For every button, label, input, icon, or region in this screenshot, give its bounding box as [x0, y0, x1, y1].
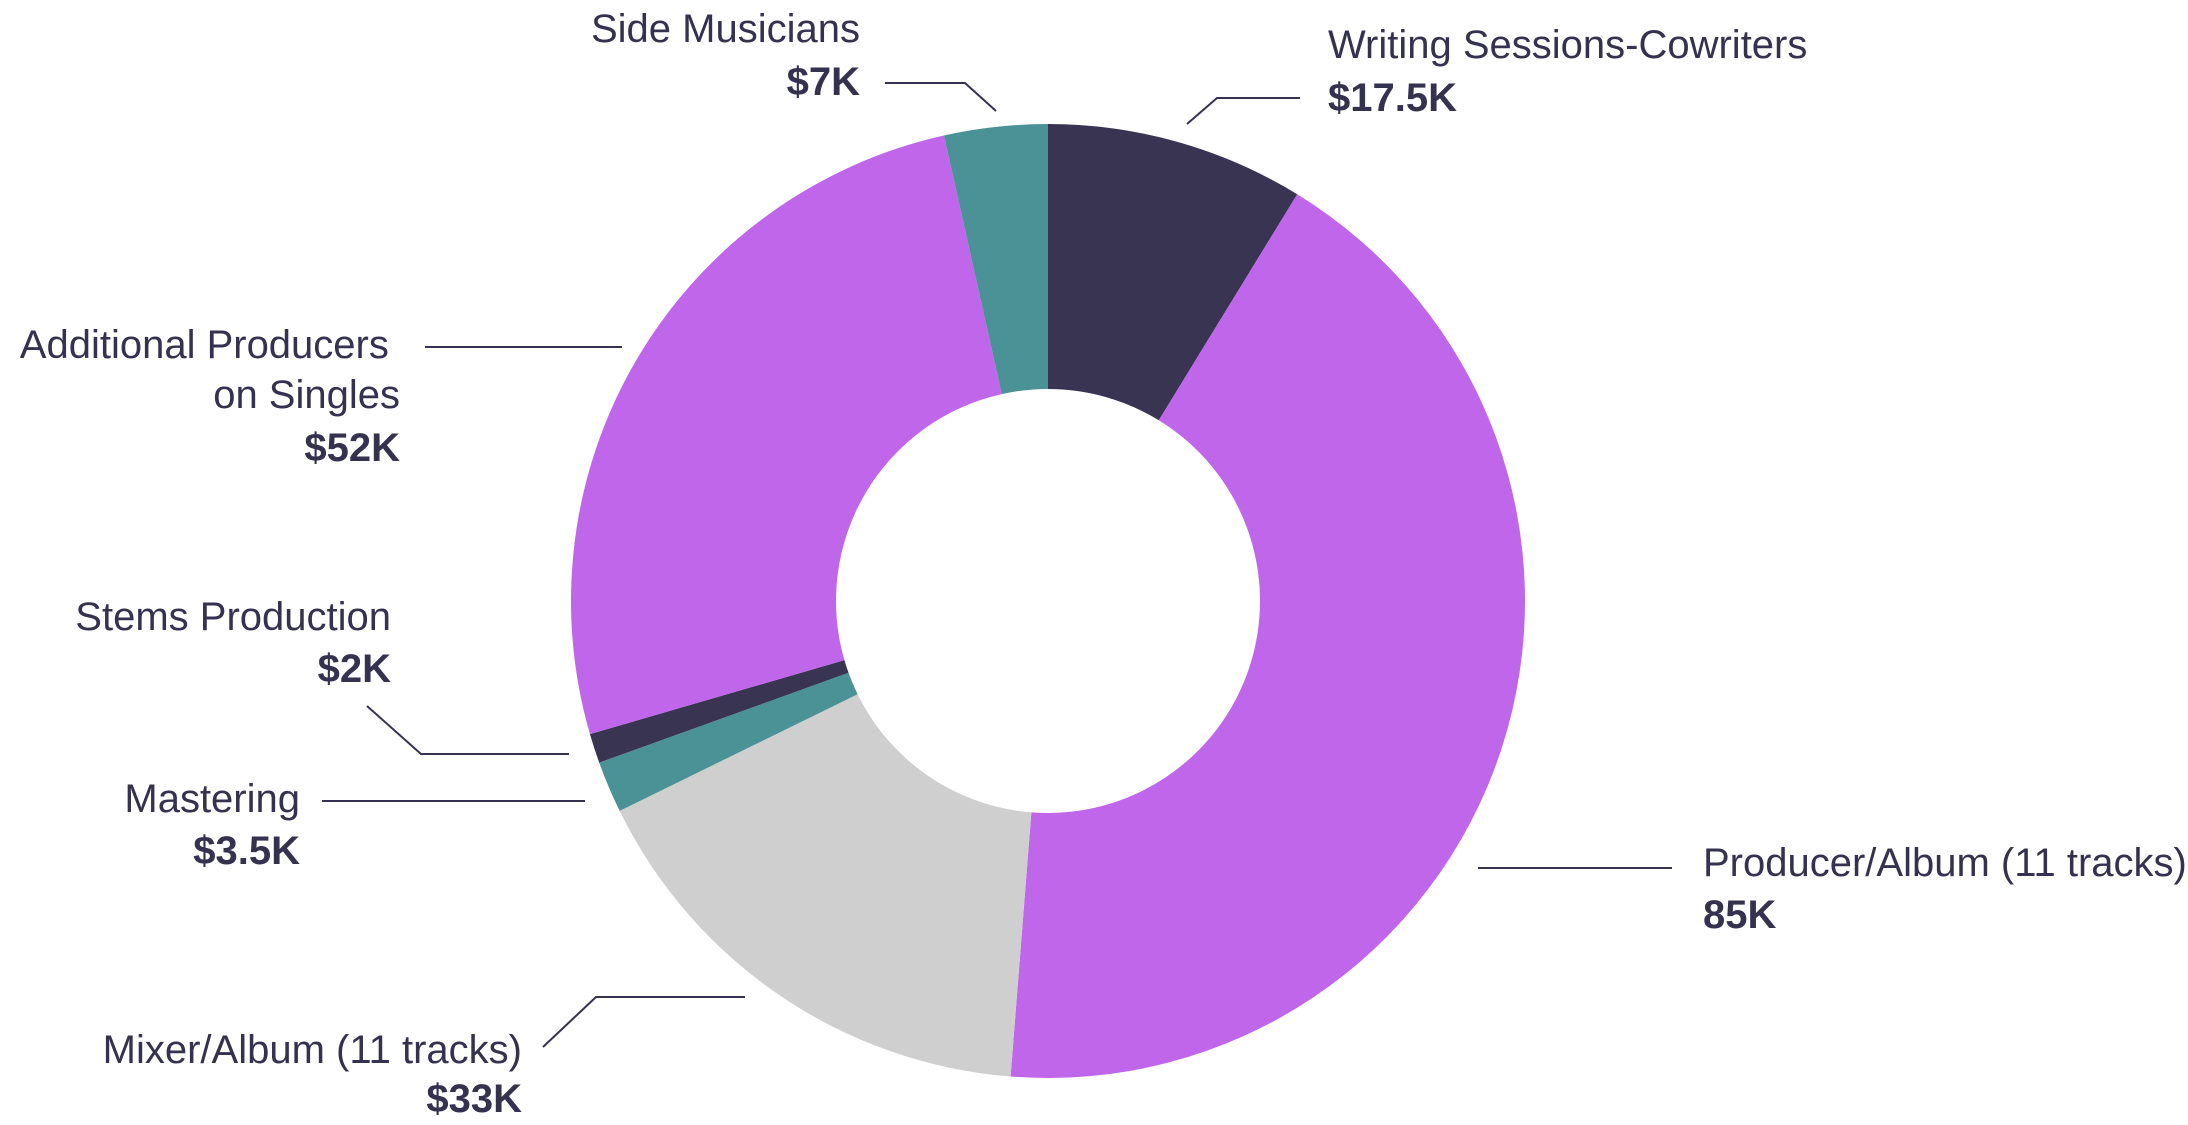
value-stems-production: $2K [318, 647, 391, 691]
leader-side-musicians [885, 82, 997, 112]
slice-producer-album-11-tracks [1010, 194, 1525, 1078]
label-writing-sessions: Writing Sessions-Cowriters [1328, 23, 1807, 67]
label-stems-production: Stems Production [75, 595, 391, 639]
leader-stems-production [366, 705, 569, 755]
value-side-musicians: $7K [787, 60, 860, 104]
leader-lines [322, 82, 1672, 1048]
slice-stems-production [589, 660, 849, 763]
label-additional-producers-line1: Additional Producers [20, 323, 389, 367]
slice-mastering [599, 672, 858, 811]
value-producer-album: 85K [1703, 893, 1776, 937]
leader-writing-sessions [1186, 97, 1300, 125]
value-mixer-album: $33K [426, 1077, 522, 1121]
slice-writing-sessions-cowriters [1048, 124, 1298, 421]
label-mastering: Mastering [124, 777, 300, 821]
value-additional-producers: $52K [304, 426, 400, 470]
label-producer-album: Producer/Album (11 tracks) [1703, 841, 2187, 885]
slice-mixer-album-11-tracks [619, 694, 1032, 1077]
label-mixer-album: Mixer/Album (11 tracks) [103, 1028, 522, 1072]
leader-mixer-album [542, 996, 745, 1048]
slice-side-musicians [943, 124, 1048, 395]
label-side-musicians: Side Musicians [591, 7, 860, 51]
value-mastering: $3.5K [193, 829, 300, 873]
value-writing-sessions: $17.5K [1328, 76, 1457, 120]
donut-slices [571, 124, 1525, 1078]
slice-additional-producers-on-singles [571, 135, 1002, 735]
label-additional-producers-line2: on Singles [213, 373, 400, 417]
label-additional-producers: Additional Producers on Singles [20, 323, 400, 417]
